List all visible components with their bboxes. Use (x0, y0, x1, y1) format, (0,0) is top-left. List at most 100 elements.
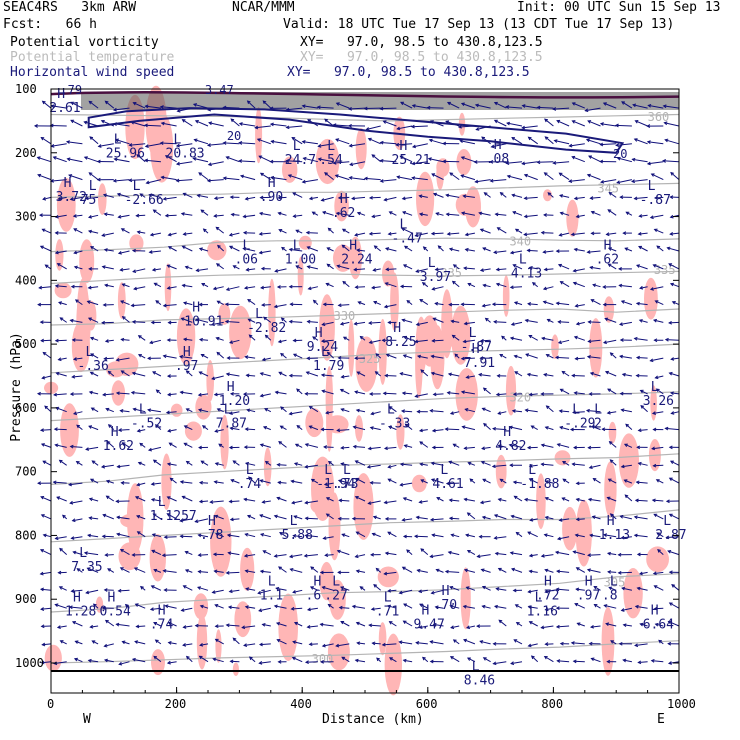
wind-arrowhead (401, 391, 406, 396)
model-label: SEAC4RS 3km ARW (3, 0, 137, 15)
wind-vector (114, 158, 130, 163)
pv-extremum-value: 1.00 (285, 253, 316, 268)
wind-arrowhead (304, 533, 309, 538)
wind-arrowhead (387, 588, 392, 593)
pv-shade-blob (543, 189, 552, 202)
wind-vector (559, 426, 570, 431)
wind-speed-label: 3.47 (205, 83, 234, 97)
wind-arrowhead (112, 178, 117, 183)
wind-vector (56, 496, 67, 502)
wind-arrowhead (624, 247, 629, 251)
wind-vector (258, 155, 272, 163)
wind-vector (616, 143, 632, 146)
wind-arrowhead (41, 100, 46, 105)
pv-shade-blob (377, 566, 399, 588)
wind-vector (341, 446, 350, 449)
wind-vector (307, 625, 318, 628)
wind-arrowhead (363, 106, 368, 111)
wind-arrowhead (509, 463, 514, 468)
wind-arrowhead (446, 391, 451, 395)
wind-vector (403, 336, 413, 341)
wind-arrowhead (103, 212, 108, 217)
wind-vector (133, 408, 146, 413)
wind-arrowhead (590, 657, 595, 662)
wind-vector (168, 246, 177, 252)
wind-arrowhead (646, 161, 651, 166)
wind-arrowhead (75, 461, 80, 465)
wind-vector (636, 302, 648, 306)
wind-vector (432, 339, 444, 342)
theta-label: 340 (509, 234, 531, 248)
wind-vector (286, 107, 303, 111)
wind-vector (118, 250, 130, 254)
wind-arrowhead (609, 352, 614, 356)
wind-vector (653, 571, 664, 575)
wind-arrowhead (561, 370, 566, 375)
wind-arrowhead (493, 250, 498, 255)
pv-extremum-letter: H (604, 239, 612, 254)
wind-vector (160, 142, 177, 145)
wind-vector (164, 536, 177, 538)
pv-extremum-value: 1.1 (260, 589, 283, 604)
wind-arrowhead (545, 354, 550, 358)
wind-vector (654, 228, 664, 234)
wind-arrowhead (479, 338, 484, 343)
wind-vector (419, 625, 428, 629)
wind-vector (304, 554, 318, 557)
wind-vector (594, 604, 601, 609)
wind-vector (183, 302, 193, 306)
wind-vector (132, 658, 146, 663)
y-tick-label: 200 (15, 146, 37, 160)
wind-vector (607, 552, 617, 556)
wind-arrowhead (528, 335, 533, 339)
wind-arrowhead (182, 337, 188, 342)
wind-vector (592, 284, 601, 288)
pv-shade-blob (195, 394, 212, 420)
wind-vector (557, 536, 570, 540)
wind-vector (529, 393, 538, 396)
wind-vector (37, 174, 52, 181)
wind-arrowhead (39, 571, 44, 576)
pv-shade-blob (436, 159, 444, 190)
wind-vector (498, 444, 507, 448)
wind-arrowhead (552, 160, 557, 165)
wind-vector (245, 533, 256, 538)
pv-shade-blob (355, 128, 367, 170)
wind-arrowhead (542, 250, 547, 254)
wind-vector (136, 482, 146, 486)
wind-arrowhead (384, 516, 389, 521)
wind-arrowhead (387, 231, 392, 236)
wind-vector (462, 426, 476, 431)
wind-vector (380, 160, 397, 163)
wind-vector (619, 321, 632, 325)
wind-arrowhead (506, 174, 511, 179)
wind-vector (122, 316, 130, 323)
wind-vector (380, 107, 397, 110)
wind-vector (71, 589, 83, 592)
wind-arrowhead (586, 173, 591, 178)
wind-vector (553, 161, 570, 164)
pv-shade-blob (326, 392, 333, 452)
wind-vector (242, 625, 256, 629)
wind-vector (480, 339, 491, 342)
wind-vector (516, 532, 523, 538)
wind-arrowhead (337, 516, 342, 521)
wind-arrowhead (248, 334, 253, 339)
wind-arrowhead (144, 144, 149, 148)
wind-vector (493, 428, 507, 431)
wind-arrowhead (36, 156, 41, 160)
wind-vector (136, 625, 146, 628)
wind-vector (593, 478, 601, 484)
wind-arrowhead (451, 280, 456, 285)
wind-vector (529, 266, 538, 270)
wind-arrowhead (396, 175, 401, 179)
wind-vector (452, 281, 460, 288)
wind-arrowhead (354, 496, 359, 500)
wind-arrowhead (479, 500, 484, 505)
wind-vector (431, 372, 444, 377)
wind-vector (41, 443, 52, 448)
wind-arrowhead (634, 604, 639, 609)
wind-vector (76, 461, 83, 466)
wind-arrowhead (215, 336, 220, 341)
wind-vector (180, 535, 193, 538)
